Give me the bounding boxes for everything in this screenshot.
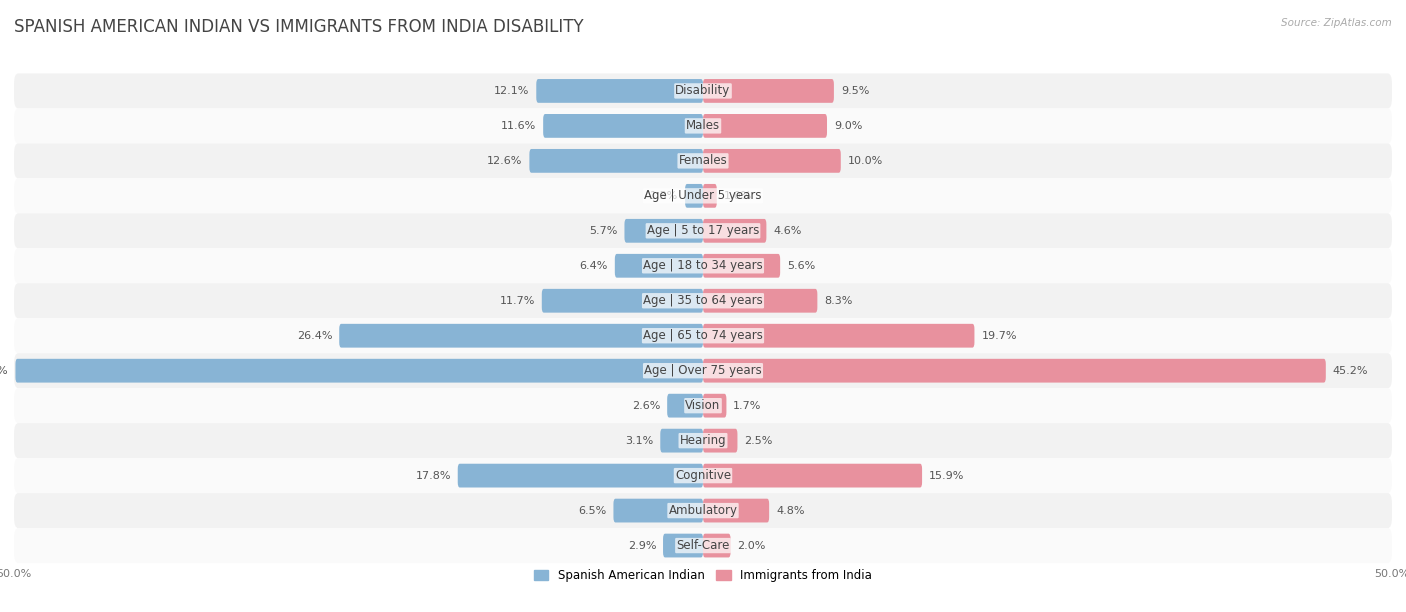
FancyBboxPatch shape	[14, 214, 1392, 248]
FancyBboxPatch shape	[703, 394, 727, 417]
FancyBboxPatch shape	[703, 79, 834, 103]
Text: Age | 18 to 34 years: Age | 18 to 34 years	[643, 259, 763, 272]
Text: 2.9%: 2.9%	[627, 540, 657, 551]
FancyBboxPatch shape	[14, 458, 1392, 493]
Text: 8.3%: 8.3%	[824, 296, 852, 306]
FancyBboxPatch shape	[14, 423, 1392, 458]
FancyBboxPatch shape	[661, 429, 703, 452]
FancyBboxPatch shape	[703, 149, 841, 173]
Text: Hearing: Hearing	[679, 434, 727, 447]
Text: 6.5%: 6.5%	[578, 506, 606, 515]
FancyBboxPatch shape	[685, 184, 703, 207]
Text: 6.4%: 6.4%	[579, 261, 607, 271]
Text: 17.8%: 17.8%	[415, 471, 451, 480]
Text: Ambulatory: Ambulatory	[668, 504, 738, 517]
FancyBboxPatch shape	[703, 219, 766, 243]
Text: 2.5%: 2.5%	[744, 436, 773, 446]
Text: Age | 65 to 74 years: Age | 65 to 74 years	[643, 329, 763, 342]
Text: 11.7%: 11.7%	[499, 296, 534, 306]
Text: 12.1%: 12.1%	[494, 86, 530, 96]
FancyBboxPatch shape	[703, 289, 817, 313]
Text: Vision: Vision	[685, 399, 721, 412]
FancyBboxPatch shape	[613, 499, 703, 523]
Text: 45.2%: 45.2%	[1333, 366, 1368, 376]
Text: Age | 5 to 17 years: Age | 5 to 17 years	[647, 225, 759, 237]
Text: Age | Under 5 years: Age | Under 5 years	[644, 189, 762, 203]
FancyBboxPatch shape	[14, 248, 1392, 283]
FancyBboxPatch shape	[14, 353, 1392, 388]
Text: 4.6%: 4.6%	[773, 226, 801, 236]
Text: 9.5%: 9.5%	[841, 86, 869, 96]
Text: 1.7%: 1.7%	[734, 401, 762, 411]
Text: 1.0%: 1.0%	[724, 191, 752, 201]
Text: SPANISH AMERICAN INDIAN VS IMMIGRANTS FROM INDIA DISABILITY: SPANISH AMERICAN INDIAN VS IMMIGRANTS FR…	[14, 18, 583, 36]
Text: 15.9%: 15.9%	[929, 471, 965, 480]
FancyBboxPatch shape	[543, 114, 703, 138]
Text: 49.9%: 49.9%	[0, 366, 8, 376]
FancyBboxPatch shape	[14, 73, 1392, 108]
Text: 1.3%: 1.3%	[650, 191, 678, 201]
FancyBboxPatch shape	[703, 359, 1326, 382]
FancyBboxPatch shape	[703, 464, 922, 488]
Text: 3.1%: 3.1%	[626, 436, 654, 446]
FancyBboxPatch shape	[614, 254, 703, 278]
FancyBboxPatch shape	[703, 324, 974, 348]
Text: 11.6%: 11.6%	[501, 121, 536, 131]
FancyBboxPatch shape	[339, 324, 703, 348]
FancyBboxPatch shape	[14, 108, 1392, 143]
FancyBboxPatch shape	[703, 254, 780, 278]
FancyBboxPatch shape	[14, 283, 1392, 318]
FancyBboxPatch shape	[14, 528, 1392, 563]
FancyBboxPatch shape	[530, 149, 703, 173]
Text: 26.4%: 26.4%	[297, 330, 332, 341]
FancyBboxPatch shape	[703, 114, 827, 138]
Text: Males: Males	[686, 119, 720, 132]
Text: 5.7%: 5.7%	[589, 226, 617, 236]
Text: 5.6%: 5.6%	[787, 261, 815, 271]
Text: Source: ZipAtlas.com: Source: ZipAtlas.com	[1281, 18, 1392, 28]
Text: 19.7%: 19.7%	[981, 330, 1017, 341]
Text: Females: Females	[679, 154, 727, 167]
Text: 2.0%: 2.0%	[738, 540, 766, 551]
FancyBboxPatch shape	[624, 219, 703, 243]
Text: 10.0%: 10.0%	[848, 156, 883, 166]
FancyBboxPatch shape	[14, 178, 1392, 214]
FancyBboxPatch shape	[668, 394, 703, 417]
Text: 9.0%: 9.0%	[834, 121, 862, 131]
Text: 4.8%: 4.8%	[776, 506, 804, 515]
Text: Self-Care: Self-Care	[676, 539, 730, 552]
FancyBboxPatch shape	[458, 464, 703, 488]
FancyBboxPatch shape	[703, 499, 769, 523]
FancyBboxPatch shape	[536, 79, 703, 103]
FancyBboxPatch shape	[703, 534, 731, 558]
FancyBboxPatch shape	[664, 534, 703, 558]
Text: Age | Over 75 years: Age | Over 75 years	[644, 364, 762, 377]
Text: 12.6%: 12.6%	[486, 156, 523, 166]
Legend: Spanish American Indian, Immigrants from India: Spanish American Indian, Immigrants from…	[530, 564, 876, 586]
FancyBboxPatch shape	[14, 143, 1392, 178]
FancyBboxPatch shape	[14, 318, 1392, 353]
FancyBboxPatch shape	[541, 289, 703, 313]
FancyBboxPatch shape	[14, 388, 1392, 423]
FancyBboxPatch shape	[703, 429, 738, 452]
Text: Disability: Disability	[675, 84, 731, 97]
FancyBboxPatch shape	[703, 184, 717, 207]
Text: 2.6%: 2.6%	[631, 401, 661, 411]
FancyBboxPatch shape	[15, 359, 703, 382]
FancyBboxPatch shape	[14, 493, 1392, 528]
Text: Age | 35 to 64 years: Age | 35 to 64 years	[643, 294, 763, 307]
Text: Cognitive: Cognitive	[675, 469, 731, 482]
